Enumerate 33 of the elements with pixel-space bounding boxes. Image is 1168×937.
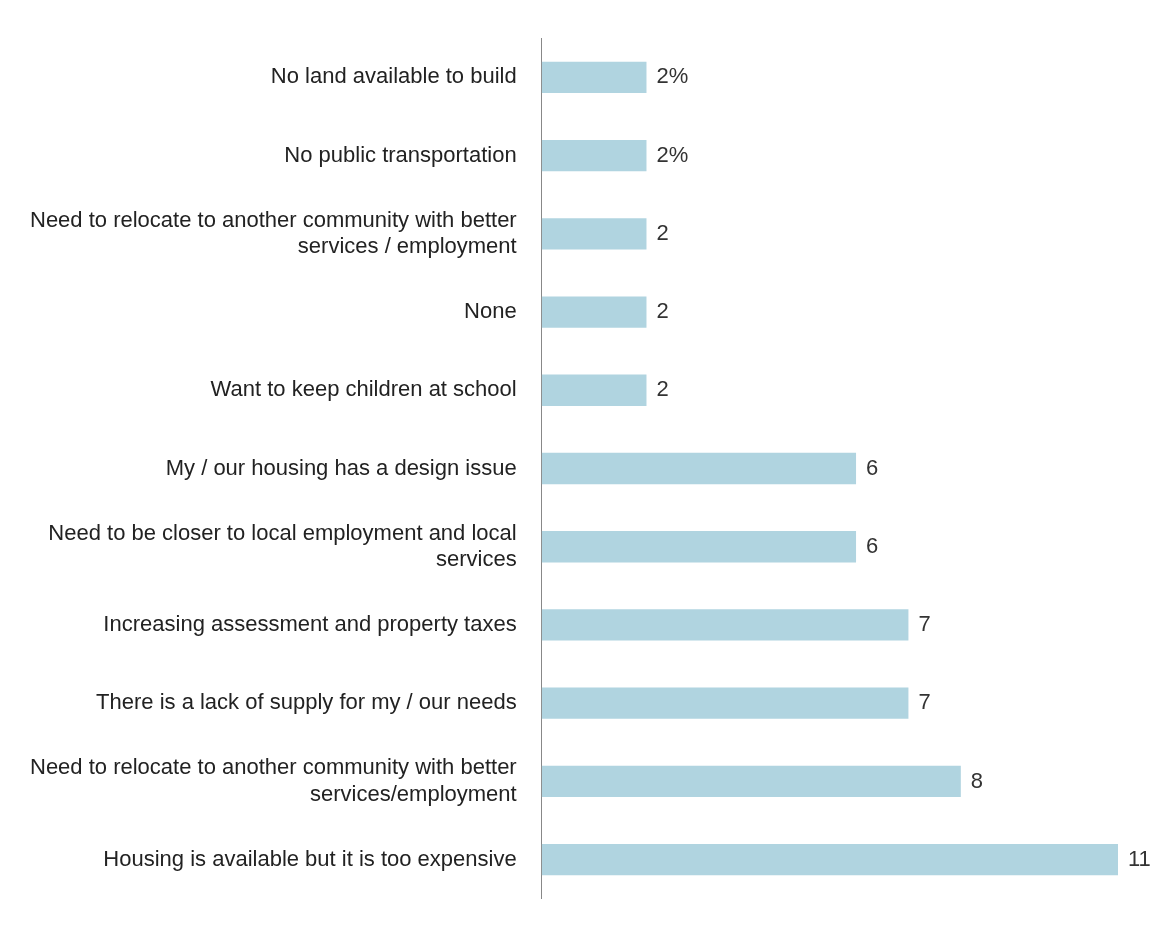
data-label: 7 (918, 611, 931, 637)
y-tick-label: Increasing assessment and property taxes (103, 611, 517, 637)
data-label: 6 (866, 532, 879, 558)
data-label: 2 (656, 376, 669, 402)
bar (541, 61, 647, 93)
data-label: 2% (656, 63, 689, 89)
bar (541, 765, 961, 798)
y-tick-label: Need to relocate to another community with better services / employment (29, 206, 517, 259)
y-tick-label: There is a lack of supply for my / our needs (96, 689, 517, 715)
y-tick-label: My / our housing has a design issue (165, 454, 517, 480)
bar (541, 296, 647, 328)
bar (541, 609, 909, 641)
data-label: 2% (656, 141, 689, 167)
y-tick-label: Housing is available but it is too expensive (103, 845, 517, 871)
y-tick-label: Need to relocate to another community with better services/employment (29, 754, 517, 806)
bar (541, 844, 1118, 876)
data-label: 2 (656, 298, 669, 324)
bar (541, 374, 647, 406)
bar (541, 687, 909, 719)
bar (541, 452, 857, 485)
data-label: 7 (918, 689, 931, 715)
bar (541, 218, 647, 250)
y-tick-label: None (464, 298, 517, 324)
y-tick-label: No land available to build (270, 63, 517, 89)
bar (541, 531, 857, 563)
y-tick-label: Want to keep children at school (210, 376, 517, 402)
data-label: 11 (1128, 845, 1151, 871)
bar (541, 139, 647, 172)
y-tick-label: No public transportation (284, 141, 517, 167)
data-label: 6 (866, 454, 879, 480)
data-label: 2 (656, 219, 669, 245)
data-label: 8 (970, 767, 984, 793)
y-tick-label: Need to be closer to local employment and local services (48, 519, 517, 571)
